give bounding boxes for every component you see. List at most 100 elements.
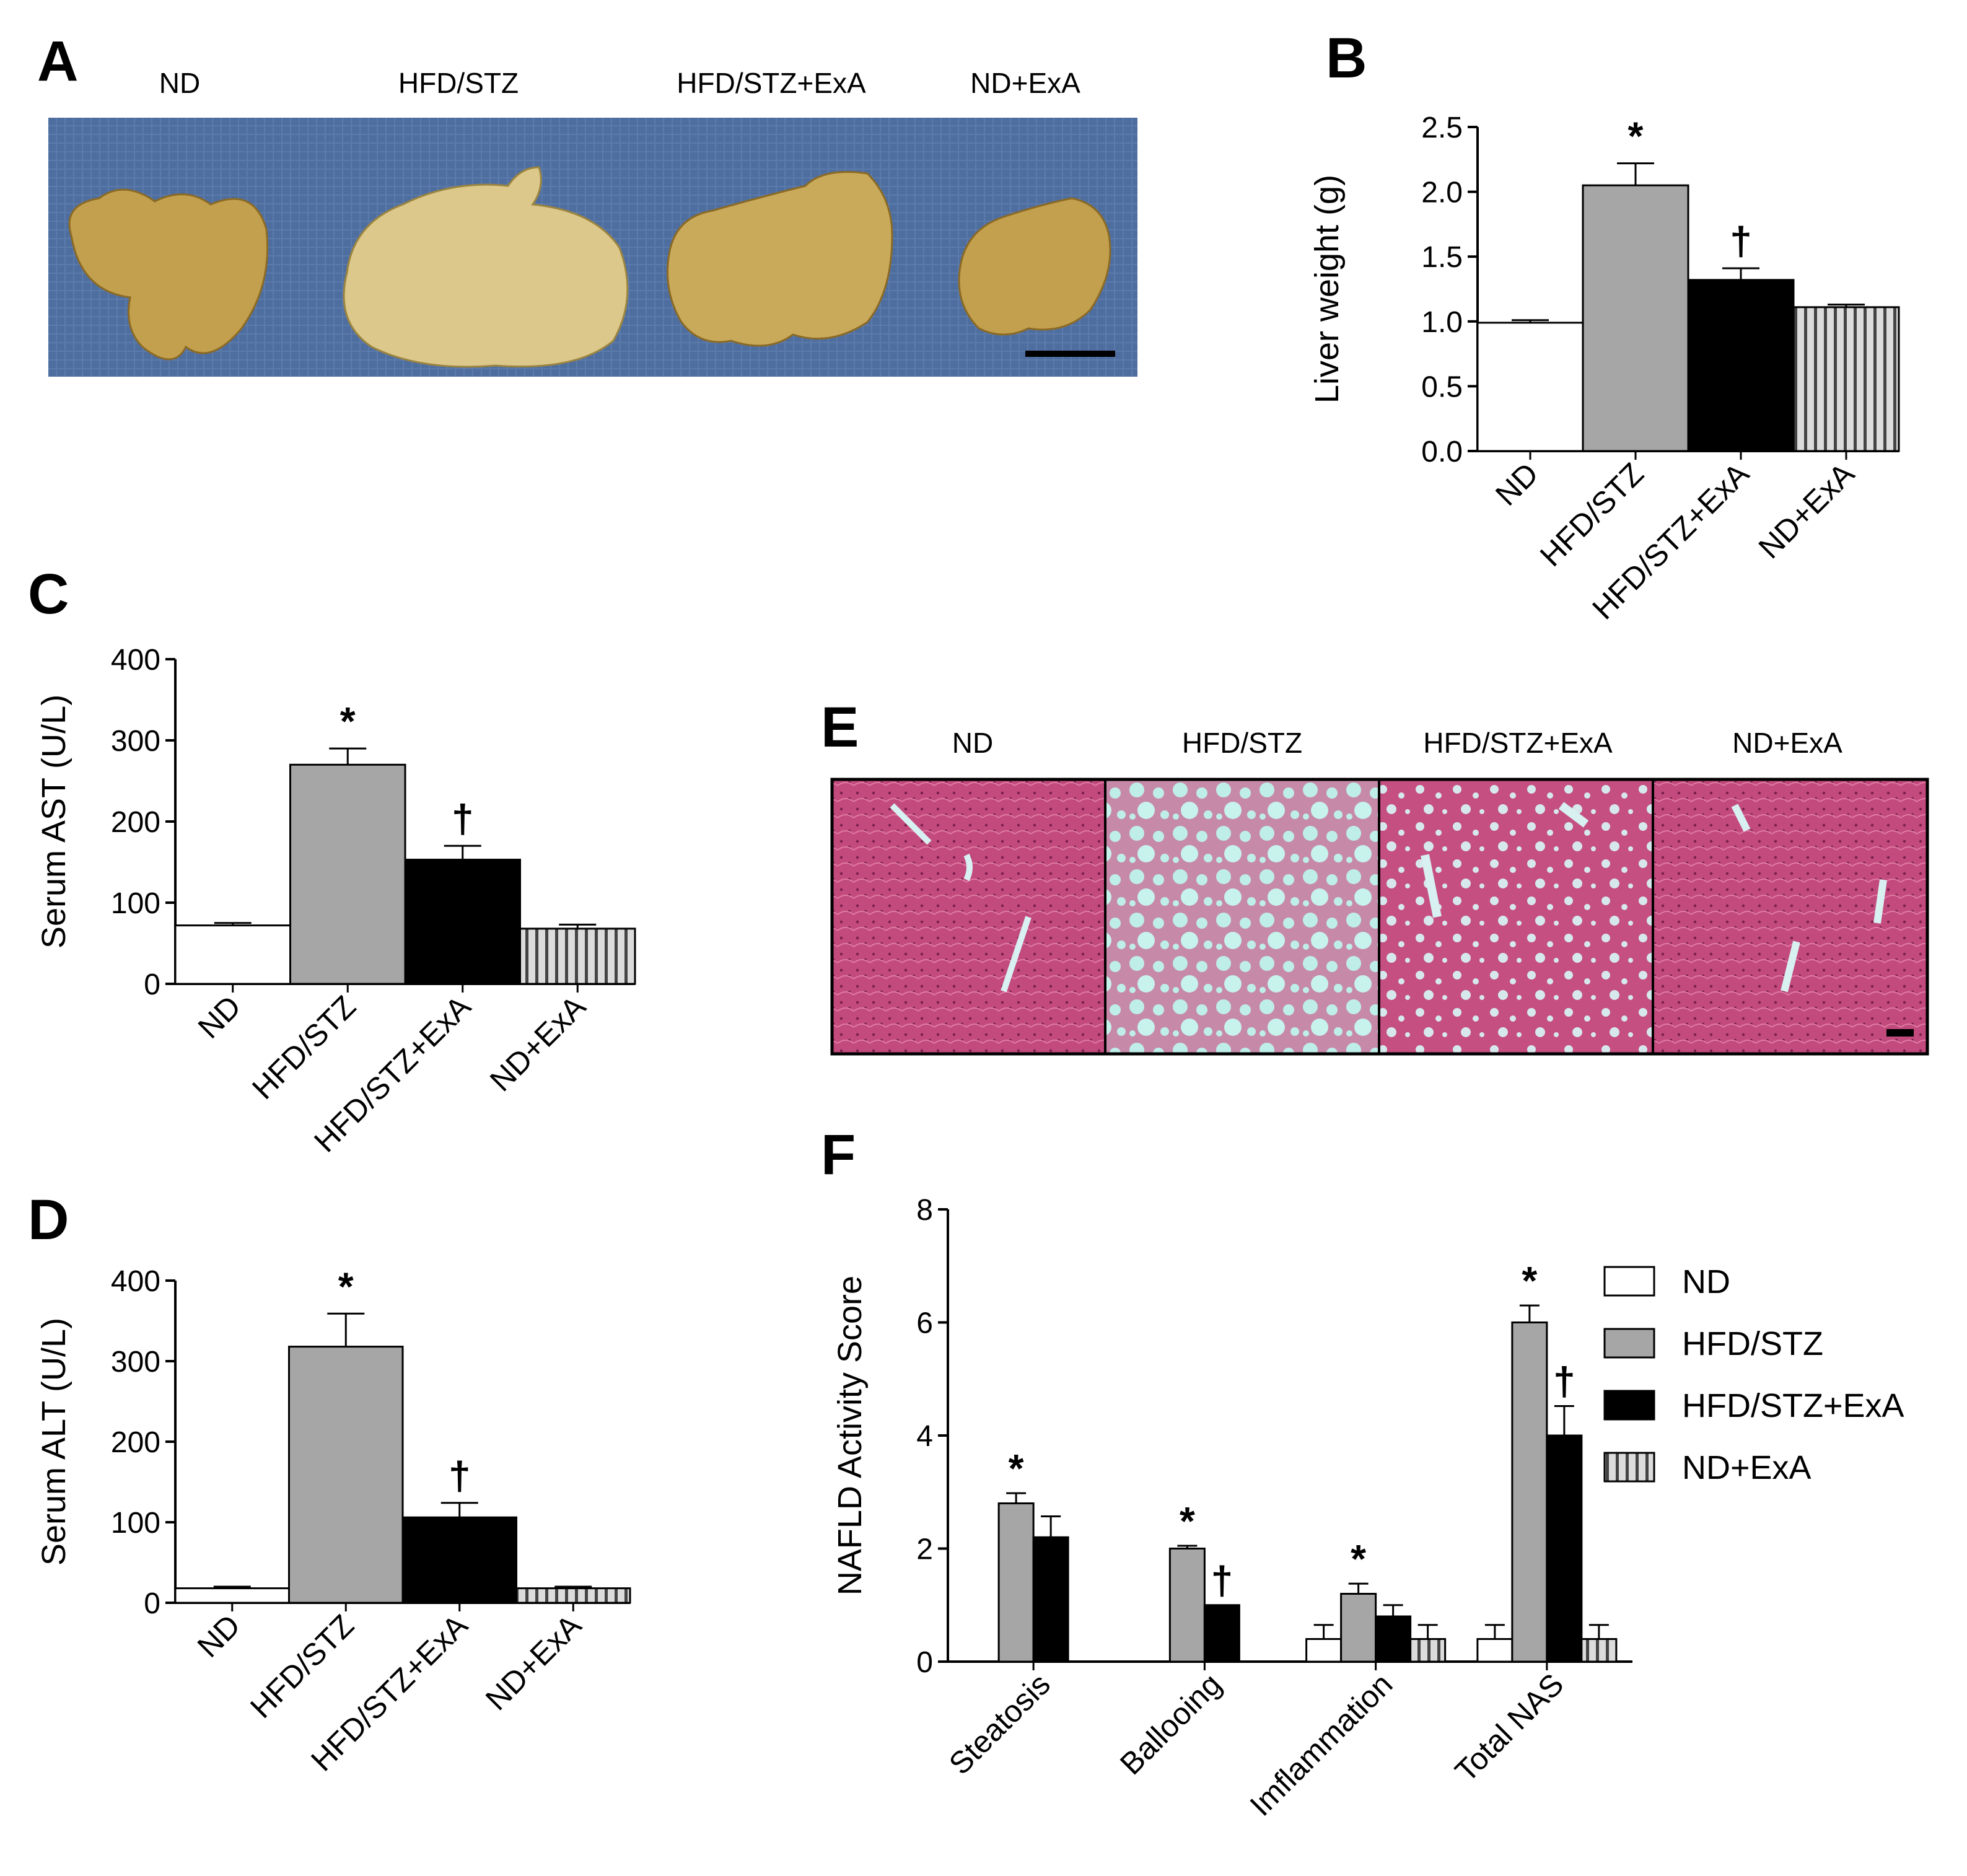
serum-alt-y-tick-label: 300 (111, 1346, 160, 1379)
serum-ast-significance-marker: † (452, 796, 474, 841)
legend-label-nd-exa: ND+ExA (1682, 1449, 1811, 1486)
nafld-bar-total-nas-hfd-stz (1511, 1322, 1548, 1663)
serum-alt-bar-hfd-stz (288, 1346, 404, 1604)
nafld-x-tick-label: Steatosis (942, 1667, 1057, 1781)
nafld-bar-imflammation-hfd-stz (1340, 1593, 1377, 1663)
nafld-significance-marker: † (1553, 1359, 1575, 1404)
nafld-y-tick-label: 2 (916, 1533, 933, 1566)
serum-alt-significance-marker: * (338, 1264, 354, 1308)
nafld-y-tick-label: 8 (916, 1194, 933, 1227)
nafld-y-tick-label: 4 (916, 1420, 933, 1453)
nafld-x-tick-label: Imflammation (1243, 1667, 1400, 1823)
serum-ast-y-tick-label: 200 (111, 806, 160, 839)
nafld-bar-ballooing-hfd-stz-exa (1203, 1604, 1240, 1663)
legend-swatch-hfd-stz (1603, 1328, 1655, 1359)
scale-bar-a (1025, 351, 1115, 357)
nafld-bar-imflammation-nd-exa (1409, 1638, 1447, 1663)
liver-weight-y-tick-label: 0.5 (1421, 370, 1463, 403)
serum-alt-bar-nd-exa (515, 1587, 631, 1604)
liver-weight-y-tick-label: 2.5 (1421, 112, 1463, 144)
panel-label-d: D (28, 1188, 69, 1251)
liver-weight-x-tick-label: ND (1489, 456, 1545, 512)
liver-weight-bar-nd (1476, 322, 1584, 452)
nafld-bar-ballooing-hfd-stz (1168, 1548, 1206, 1663)
nafld-bar-steatosis-hfd-stz-exa (1032, 1536, 1069, 1663)
panel-e-header-nd-exa: ND+ExA (1732, 727, 1842, 759)
serum-alt-x-tick-label: ND+ExA (479, 1608, 589, 1717)
panel-a-header-hfd-stz: HFD/STZ (398, 67, 519, 99)
serum-alt-bar-nd (174, 1587, 290, 1604)
nafld-significance-marker: * (1180, 1499, 1195, 1543)
panel-d: D 0 100 200 300 400 Serum ALT (U/L) ND * HFD/STZ… (28, 1188, 631, 1778)
liver-weight-bar-hfd-stz (1582, 184, 1689, 452)
nafld-y-tick-label: 6 (916, 1307, 933, 1340)
nafld-bar-total-nas-nd-exa (1580, 1638, 1618, 1663)
panel-label-b: B (1326, 27, 1367, 90)
panel-a-header-nd-exa: ND+ExA (970, 67, 1080, 99)
liver-weight-bar-hfd-stz-exa (1687, 279, 1795, 452)
serum-alt-y-tick-label: 200 (111, 1426, 160, 1459)
panel-e: E ND HFD/STZ HFD/STZ+ExA ND+ExA (821, 696, 1929, 1056)
serum-alt-y-axis-label: Serum ALT (U/L) (35, 1318, 72, 1566)
liver-weight-y-axis-label: Liver weight (g) (1308, 175, 1346, 403)
serum-ast-y-tick-label: 100 (111, 887, 160, 920)
chart-nafld-activity-score: 0 2 4 6 8 NAFLD Activity Score * Steatosis * † Bal… (831, 1194, 1632, 1823)
he-image-hfd-stz (1106, 779, 1378, 1054)
nafld-x-tick-label: Total NAS (1448, 1667, 1571, 1789)
panel-f: F 0 2 4 6 8 NAFLD Activity Score * Steatosis * † B… (821, 1123, 1904, 1823)
panel-label-c: C (28, 563, 69, 626)
legend-label-hfd-stz-exa: HFD/STZ+ExA (1682, 1387, 1904, 1424)
legend-label-nd: ND (1682, 1263, 1730, 1300)
panel-a: A ND HFD/STZ HFD/STZ+ExA ND+ExA (37, 30, 1137, 377)
nafld-bar-total-nas-nd (1476, 1638, 1514, 1663)
serum-alt-y-tick-label: 100 (111, 1507, 160, 1540)
serum-alt-x-tick-label: HFD/STZ (243, 1608, 361, 1725)
panel-e-header-hfd-stz: HFD/STZ (1182, 727, 1302, 759)
liver-hfd-stz-exa (667, 171, 893, 347)
liver-nd-exa (958, 197, 1111, 336)
nafld-significance-marker: * (1522, 1258, 1537, 1303)
serum-ast-x-tick-label: ND (191, 989, 248, 1045)
liver-weight-y-tick-label: 0.0 (1421, 436, 1463, 468)
liver-photo (48, 118, 1137, 377)
he-image-nd-exa (1654, 779, 1927, 1054)
serum-ast-x-tick-label: ND+ExA (483, 989, 593, 1098)
serum-alt-significance-marker: † (449, 1453, 471, 1498)
panel-label-a: A (37, 30, 78, 93)
serum-ast-y-tick-label: 0 (144, 968, 160, 1001)
serum-alt-x-tick-label: ND (191, 1608, 247, 1664)
serum-ast-bar-hfd-stz (289, 763, 406, 985)
he-image-hfd-stz-exa (1380, 779, 1652, 1054)
nafld-significance-marker: * (1351, 1536, 1366, 1581)
nafld-y-axis-label: NAFLD Activity Score (831, 1276, 869, 1595)
serum-alt-y-tick-label: 0 (144, 1587, 160, 1620)
legend-label-hfd-stz: HFD/STZ (1682, 1325, 1823, 1362)
legend-swatch-hfd-stz-exa (1603, 1390, 1655, 1421)
serum-ast-x-tick-label: HFD/STZ (245, 989, 362, 1106)
serum-ast-bar-nd-exa (519, 927, 636, 985)
legend: ND HFD/STZ HFD/STZ+ExA ND+ExA (1603, 1263, 1904, 1486)
scale-bar-e (1886, 1029, 1914, 1037)
serum-ast-bar-nd (174, 924, 291, 985)
panel-a-header-hfd-stz-exa: HFD/STZ+ExA (677, 67, 866, 99)
he-histology-strip (830, 778, 1929, 1056)
serum-ast-significance-marker: * (340, 699, 356, 743)
panel-label-f: F (821, 1123, 856, 1186)
liver-weight-y-tick-label: 1.5 (1421, 241, 1463, 274)
serum-ast-y-tick-label: 400 (111, 644, 160, 677)
nafld-bar-imflammation-hfd-stz-exa (1375, 1615, 1412, 1663)
legend-swatch-nd (1603, 1266, 1655, 1297)
serum-alt-bar-hfd-stz-exa (401, 1516, 517, 1604)
liver-weight-significance-marker: * (1628, 114, 1644, 159)
legend-swatch-nd-exa (1603, 1452, 1655, 1483)
panel-label-e: E (821, 696, 859, 759)
panel-c: C 0 100 200 300 400 Serum AST (U/L) ND * HFD/STZ… (28, 563, 636, 1159)
liver-weight-x-tick-label: ND+ExA (1752, 456, 1862, 566)
nafld-bar-total-nas-hfd-stz-exa (1546, 1434, 1583, 1663)
serum-ast-bar-hfd-stz-exa (404, 859, 521, 985)
